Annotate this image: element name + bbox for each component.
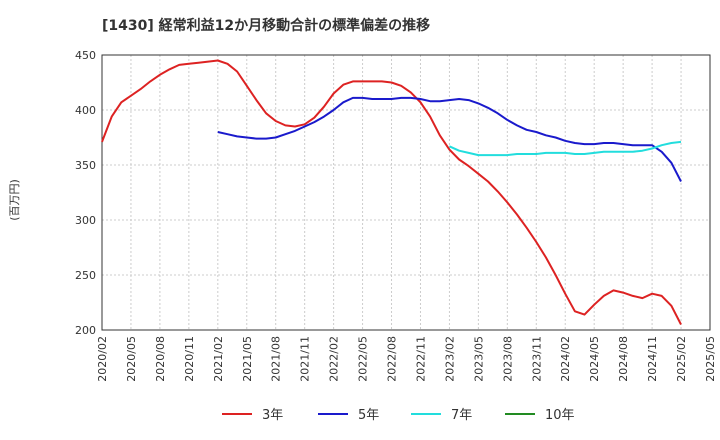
x-tick-label: 2024/02 [559, 336, 572, 382]
legend-label-2: 5年 [358, 408, 379, 423]
y-axis-ticks: 200 250 300 350 400 450 [75, 49, 96, 337]
y-tick-label: 300 [75, 214, 96, 227]
y-tick-label: 450 [75, 49, 96, 62]
chart-title: [1430] 経常利益12か月移動合計の標準偏差の推移 [102, 17, 430, 34]
grid-layer [102, 55, 710, 330]
x-tick-label: 2023/11 [530, 336, 543, 382]
x-tick-label: 2020/05 [125, 336, 138, 382]
x-tick-label: 2024/05 [588, 336, 601, 382]
legend-label-4: 10年 [545, 408, 575, 423]
series-line-2 [217, 96, 682, 182]
y-tick-label: 350 [75, 159, 96, 172]
x-tick-label: 2020/08 [154, 336, 167, 382]
x-tick-label: 2024/11 [646, 336, 659, 382]
series-line-1 [101, 59, 682, 325]
x-tick-label: 2021/05 [241, 336, 254, 382]
legend: 3年 5年 7年 10年 [222, 408, 575, 423]
x-tick-label: 2025/02 [675, 336, 688, 382]
series-layer [101, 59, 682, 325]
x-tick-label: 2021/02 [212, 336, 225, 382]
y-tick-label: 400 [75, 104, 96, 117]
y-axis-label: (百万円) [8, 179, 21, 221]
x-tick-label: 2022/02 [328, 336, 341, 382]
x-tick-label: 2020/11 [183, 336, 196, 382]
x-tick-label: 2021/08 [270, 336, 283, 382]
legend-label-1: 3年 [262, 408, 283, 423]
legend-label-3: 7年 [451, 408, 472, 423]
x-tick-label: 2024/08 [617, 336, 630, 382]
x-tick-label: 2021/11 [299, 336, 312, 382]
x-axis-ticks: 2020/02 2020/05 2020/08 2020/11 2021/02 2021/… [96, 336, 717, 382]
x-tick-label: 2020/02 [96, 336, 109, 382]
plot-frame [101, 54, 711, 331]
y-tick-label: 200 [75, 324, 96, 337]
x-tick-label: 2025/05 [704, 336, 717, 382]
series-line-3 [448, 140, 682, 157]
x-tick-label: 2022/11 [414, 336, 427, 382]
y-tick-label: 250 [75, 269, 96, 282]
x-tick-label: 2022/05 [357, 336, 370, 382]
x-tick-label: 2023/05 [472, 336, 485, 382]
x-tick-label: 2022/08 [386, 336, 399, 382]
x-tick-label: 2023/02 [443, 336, 456, 382]
x-tick-label: 2023/08 [501, 336, 514, 382]
